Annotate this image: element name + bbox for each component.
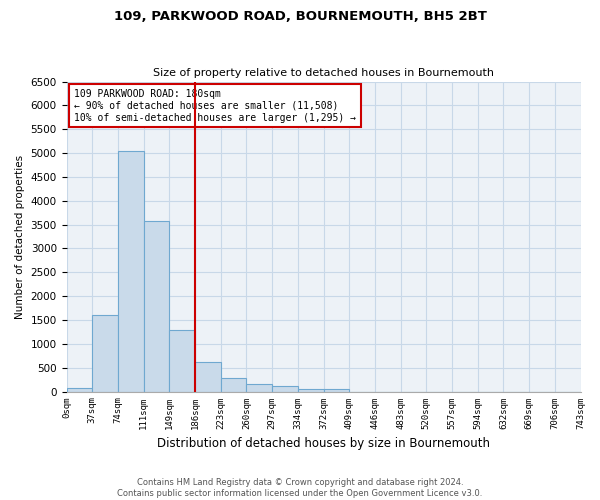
Text: 109 PARKWOOD ROAD: 180sqm
← 90% of detached houses are smaller (11,508)
10% of s: 109 PARKWOOD ROAD: 180sqm ← 90% of detac… (74, 90, 356, 122)
Bar (67, 388, 92, 392)
X-axis label: Distribution of detached houses by size in Bournemouth: Distribution of detached houses by size … (157, 437, 490, 450)
Bar (92, 315, 118, 392)
Bar (323, 388, 349, 392)
Bar (221, 378, 247, 392)
Text: 109, PARKWOOD ROAD, BOURNEMOUTH, BH5 2BT: 109, PARKWOOD ROAD, BOURNEMOUTH, BH5 2BT (113, 10, 487, 23)
Bar (298, 388, 323, 392)
Text: Contains HM Land Registry data © Crown copyright and database right 2024.
Contai: Contains HM Land Registry data © Crown c… (118, 478, 482, 498)
Bar (169, 330, 195, 392)
Title: Size of property relative to detached houses in Bournemouth: Size of property relative to detached ho… (153, 68, 494, 78)
Bar (272, 386, 298, 392)
Bar (247, 384, 272, 392)
Y-axis label: Number of detached properties: Number of detached properties (15, 154, 25, 318)
Bar (118, 150, 143, 392)
Bar (143, 222, 169, 392)
Bar (195, 362, 221, 392)
